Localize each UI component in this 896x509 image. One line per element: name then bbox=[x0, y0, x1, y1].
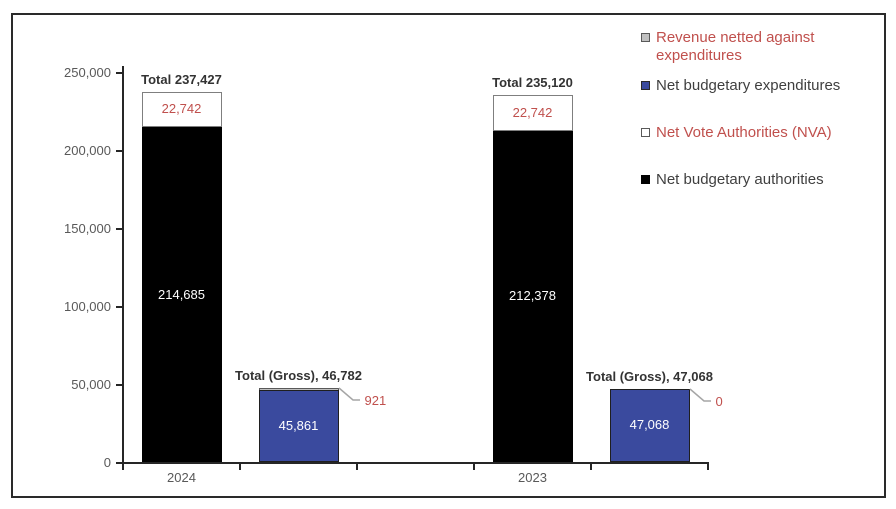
legend-item-net-budgetary-expenditures: Net budgetary expenditures bbox=[641, 77, 889, 95]
y-axis-tick-label: 100,000 bbox=[64, 299, 111, 314]
y-axis-tick-label: 200,000 bbox=[64, 143, 111, 158]
total-gross-label: Total (Gross), 47,068 bbox=[586, 368, 713, 384]
bar-net-vote-authorities bbox=[492, 95, 573, 131]
legend-label-revenue-netted: Revenue netted against expenditures bbox=[656, 29, 815, 64]
y-axis-tick-label: 0 bbox=[103, 455, 111, 470]
legend-item-revenue-netted: Revenue netted against expenditures bbox=[641, 29, 889, 65]
legend-marker-net-budgetary-expenditures-icon bbox=[641, 81, 650, 90]
legend-label-net-budgetary-authorities: Net budgetary authorities bbox=[656, 171, 824, 188]
revenue-callout-label: 921 bbox=[364, 393, 387, 409]
y-axis-tick-label: 50,000 bbox=[71, 377, 111, 392]
x-axis-label: 2024 bbox=[167, 470, 196, 485]
y-axis-tick bbox=[116, 72, 123, 74]
y-axis-tick bbox=[116, 384, 123, 386]
x-axis-label: 2023 bbox=[518, 470, 547, 485]
total-authorities-label: Total 235,120 bbox=[492, 75, 573, 91]
net-budgetary-authorities-value-label: 212,378 bbox=[509, 288, 556, 304]
bar-net-budgetary-authorities bbox=[141, 127, 222, 462]
x-axis-tick bbox=[473, 462, 475, 470]
x-axis-line bbox=[122, 462, 709, 464]
y-axis-tick bbox=[116, 228, 123, 230]
net-budgetary-authorities-value-label: 214,685 bbox=[158, 286, 205, 302]
x-axis-tick bbox=[590, 462, 592, 470]
x-axis-tick bbox=[356, 462, 358, 470]
net-budgetary-expenditures-value-label: 45,861 bbox=[278, 418, 319, 434]
total-gross-label: Total (Gross), 46,782 bbox=[235, 368, 362, 384]
y-axis-tick bbox=[116, 306, 123, 308]
y-axis-tick-label: 250,000 bbox=[64, 65, 111, 80]
bar-net-budgetary-authorities bbox=[492, 130, 573, 462]
bar-net-vote-authorities bbox=[141, 91, 222, 128]
x-axis-tick bbox=[707, 462, 709, 470]
bar-revenue-netted-segment bbox=[258, 388, 339, 391]
revenue-callout-label: 0 bbox=[715, 393, 723, 409]
x-axis-tick bbox=[122, 462, 124, 470]
legend-label-net-vote-authorities: Net Vote Authorities (NVA) bbox=[656, 124, 832, 141]
callout-leader-line bbox=[689, 387, 711, 402]
x-axis-tick bbox=[239, 462, 241, 470]
net-budgetary-expenditures-value-label: 47,068 bbox=[629, 417, 670, 433]
y-axis-tick bbox=[116, 150, 123, 152]
legend-item-net-vote-authorities: Net Vote Authorities (NVA) bbox=[641, 124, 889, 142]
legend-marker-revenue-netted-icon bbox=[641, 33, 650, 42]
legend-marker-net-budgetary-authorities-icon bbox=[641, 175, 650, 184]
legend-marker-net-vote-authorities-icon bbox=[641, 128, 650, 137]
y-axis-line bbox=[122, 66, 124, 464]
legend-label-net-budgetary-expenditures: Net budgetary expenditures bbox=[656, 77, 841, 94]
bar-net-budgetary-expenditures bbox=[258, 390, 339, 462]
net-vote-authorities-value-label: 22,742 bbox=[512, 104, 553, 120]
net-vote-authorities-value-label: 22,742 bbox=[161, 101, 202, 117]
y-axis-tick bbox=[116, 462, 123, 464]
legend-item-net-budgetary-authorities: Net budgetary authorities bbox=[641, 171, 889, 189]
callout-leader-line bbox=[338, 387, 360, 402]
y-axis-tick-label: 150,000 bbox=[64, 221, 111, 236]
bar-net-budgetary-expenditures bbox=[609, 388, 690, 462]
legend: Revenue netted against expenditures Net … bbox=[641, 29, 889, 189]
total-authorities-label: Total 237,427 bbox=[141, 71, 222, 87]
